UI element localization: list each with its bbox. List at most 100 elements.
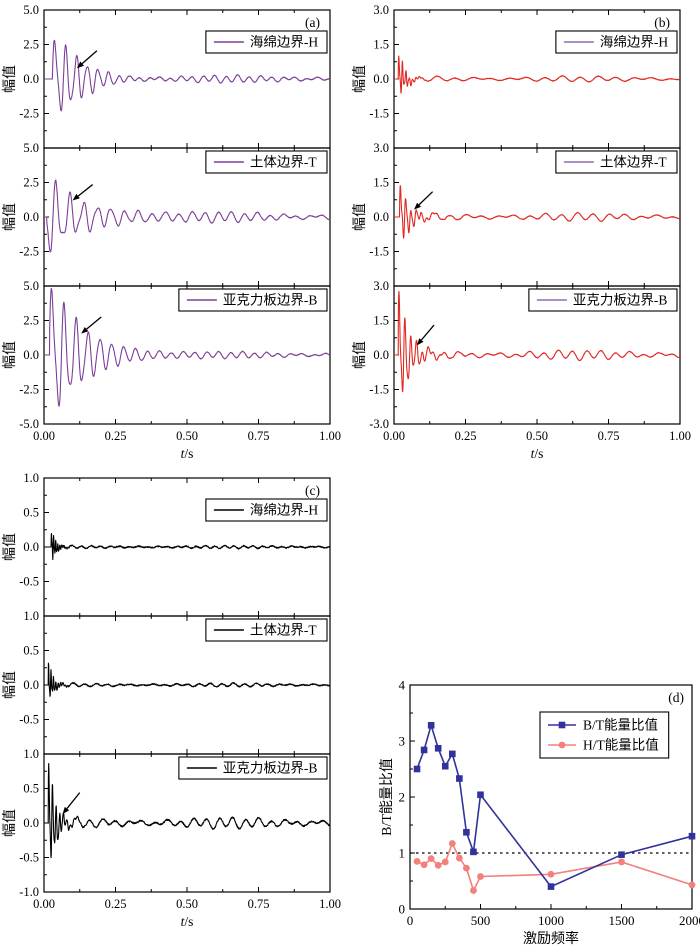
x-tick-label: 0.00 — [33, 429, 55, 443]
data-point-square — [470, 848, 477, 856]
legend-label: 亚克力板边界-B — [223, 761, 318, 776]
x-tick-label: 1.00 — [669, 429, 691, 443]
y-axis-label: 幅值 — [2, 341, 18, 369]
annotation-arrow-head — [81, 326, 89, 334]
y-axis-label: 幅值 — [2, 809, 18, 837]
legend-label: 亚克力板边界-B — [223, 293, 318, 308]
legend-box — [205, 30, 328, 54]
data-point-circle — [441, 858, 449, 866]
legend-label: 海绵边界-H — [250, 35, 318, 50]
subpanel-c-2: 1.0 0.5 0.0 -0.5 -1.0 幅值 亚克力板边界-B — [2, 747, 331, 899]
x-tick-label: 0.50 — [176, 897, 198, 911]
y-tick-label: 5.0 — [23, 3, 39, 17]
y-tick-label: 1.0 — [23, 471, 39, 485]
data-point-square — [427, 722, 435, 729]
y-tick-label: 0.5 — [23, 782, 39, 796]
y-tick-label: 3.0 — [373, 3, 389, 17]
annotation-arrow-head — [414, 202, 422, 210]
y-tick-label: -1.5 — [369, 107, 389, 121]
y-axis-label: 幅值 — [352, 65, 368, 93]
y-tick-label: 3.0 — [373, 141, 389, 155]
waveform-trace — [43, 179, 331, 253]
x-axis-label: t/s — [181, 914, 194, 929]
subpanel-a-1: 5.0 2.5 0.0 -2.5幅值 土体边界-T — [2, 141, 331, 287]
y-tick-label: -2.5 — [19, 383, 39, 397]
y-tick-label: -1.5 — [369, 383, 389, 397]
y-tick-label: 1.5 — [373, 38, 389, 52]
data-point-circle — [477, 873, 484, 880]
waveform-trace — [393, 290, 681, 393]
legend-marker-circle — [558, 741, 566, 749]
legend-box — [205, 618, 328, 642]
data-point-circle — [470, 887, 477, 894]
legend-label: 海绵边界-H — [250, 503, 318, 518]
annotation-arrow-head — [76, 61, 85, 69]
data-point-circle — [618, 858, 625, 866]
y-tick-label: 1.0 — [23, 609, 39, 623]
y-tick-label: 0.5 — [23, 506, 39, 520]
x-tick-label: 0.25 — [105, 429, 127, 443]
data-point-circle — [448, 840, 456, 847]
legend-label: 土体边界-T — [600, 155, 667, 170]
x-axis-label: 激励频率 — [523, 930, 579, 946]
legend-box — [539, 711, 670, 759]
panel-letter: (b) — [654, 15, 670, 30]
legend-box — [178, 288, 328, 312]
data-point-circle — [688, 881, 696, 889]
y-tick-label: 2.5 — [23, 314, 39, 328]
y-tick-label: 3.0 — [373, 279, 389, 293]
y-tick-label: 0.0 — [23, 348, 39, 362]
y-tick-label: -1.0 — [19, 885, 39, 899]
subpanel-b-0: 3.0 1.5 0.0 -1.5幅值 (b) 海绵边界-H — [352, 3, 681, 149]
y-axis-label: B/T能量比值 — [379, 758, 395, 836]
data-point-circle — [413, 858, 421, 865]
y-tick-label: 1.5 — [373, 176, 389, 190]
y-tick-label: 0.0 — [23, 816, 39, 830]
legend-label: 土体边界-T — [250, 623, 317, 638]
x-tick-label: 0.50 — [526, 429, 548, 443]
y-tick-label: 0.5 — [23, 644, 39, 658]
legend-label: H/T能量比值 — [583, 738, 659, 753]
x-tick-label: 0 — [407, 913, 414, 928]
x-tick-label: 1000 — [538, 913, 564, 928]
waveform-trace — [43, 662, 331, 697]
annotation-arrow-head — [62, 806, 70, 815]
data-point-square — [441, 762, 449, 770]
y-tick-label: 0 — [399, 902, 406, 917]
data-point-square — [618, 851, 625, 858]
y-axis-label: 幅值 — [352, 203, 368, 231]
legend-box — [555, 30, 678, 54]
panel-letter: (d) — [668, 690, 684, 705]
legend-marker-square — [558, 721, 566, 729]
y-axis-label: 幅值 — [2, 203, 18, 231]
y-tick-label: 4 — [399, 678, 406, 693]
y-axis-label: 幅值 — [2, 65, 18, 93]
y-tick-label: 0.0 — [23, 210, 39, 224]
annotation-arrow-shaft — [77, 184, 94, 197]
x-axis-label: t/s — [531, 446, 544, 461]
data-point-square — [413, 765, 421, 773]
series-bt-ratio — [413, 722, 696, 890]
x-axis-label: t/s — [181, 446, 194, 461]
y-tick-label: 2 — [399, 790, 406, 805]
data-point-circle — [455, 854, 463, 862]
subpanel-c-1: 1.0 0.5 0.0 -0.5幅值 土体边界-T — [2, 609, 331, 755]
y-tick-label: -0.5 — [19, 851, 39, 865]
waveform-trace — [43, 39, 331, 112]
y-tick-label: 1.5 — [373, 314, 389, 328]
y-tick-label: 0.0 — [23, 72, 39, 86]
legend-label: 亚克力板边界-B — [573, 293, 668, 308]
subpanel-c-0: 1.0 0.5 0.0 -0.5幅值 (c) 海绵边界-H — [2, 471, 331, 617]
y-tick-label: -1.5 — [369, 245, 389, 259]
annotation-arrow-head — [416, 338, 424, 346]
legend-label: 海绵边界-H — [600, 35, 668, 50]
panel-b-chart: 3.01.50.0-1.5幅值(b)海绵边界-H3.01.50.0-1.5幅值土… — [352, 3, 691, 461]
panel-letter: (a) — [305, 15, 320, 30]
x-tick-label: 0.75 — [248, 897, 270, 911]
data-point-circle — [420, 861, 428, 869]
y-tick-label: 1 — [399, 846, 406, 861]
annotation-arrow-shaft — [81, 50, 98, 65]
y-tick-label: -2.5 — [19, 107, 39, 121]
